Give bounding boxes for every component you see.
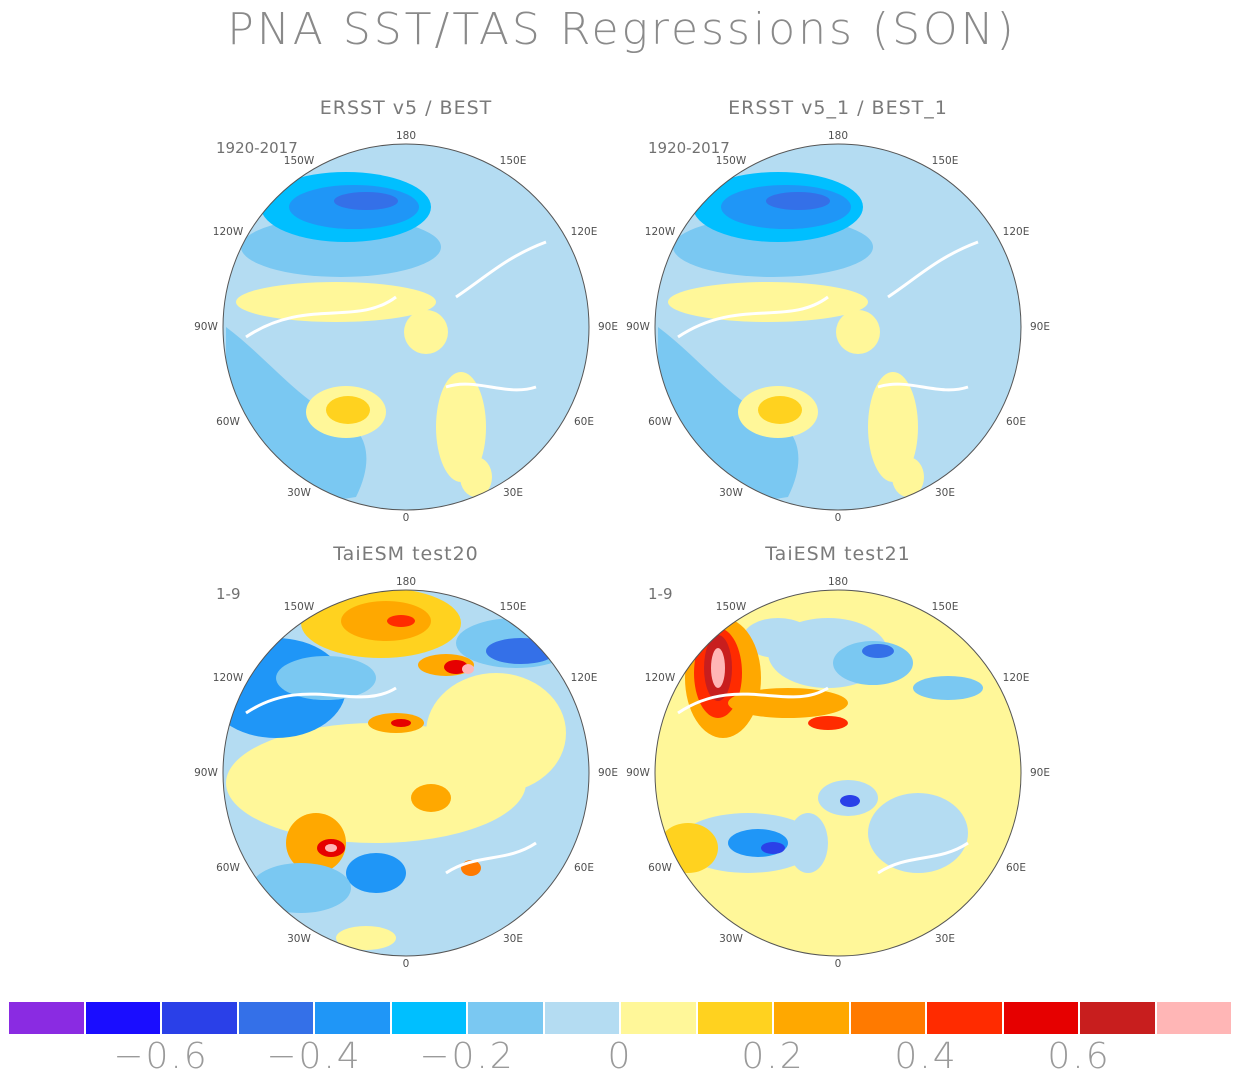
polar-map [222, 589, 590, 957]
lon-label: 120W [212, 672, 244, 684]
lon-label: 60W [648, 862, 672, 874]
lon-label: 90E [1030, 321, 1050, 333]
lon-label: 60W [216, 862, 240, 874]
lon-label: 90E [598, 321, 618, 333]
lon-label: 90W [194, 321, 218, 333]
lon-label: 150E [499, 155, 527, 167]
lon-label: 30W [287, 487, 311, 499]
colorbar-tick-label: 0.6 [1047, 1036, 1111, 1077]
period-label: 1920-2017 [648, 139, 730, 157]
colorbar-tick-label: −0.2 [419, 1036, 515, 1077]
lon-label: 0 [402, 512, 410, 524]
lon-label: 30E [935, 933, 955, 945]
lon-label: 120W [644, 672, 676, 684]
lon-label: 90W [626, 767, 650, 779]
lon-label: 150E [499, 601, 527, 613]
main-title: PNA SST/TAS Regressions (SON) [227, 4, 1017, 55]
colorbar-tick-label: −0.4 [266, 1036, 362, 1077]
lon-label: 60E [574, 416, 594, 428]
lon-label: 60E [1006, 862, 1026, 874]
lon-label: 90E [598, 767, 618, 779]
lon-label: 60W [648, 416, 672, 428]
colorbar-swatch [1155, 1001, 1232, 1035]
lon-label: 60W [216, 416, 240, 428]
lon-label: 0 [834, 512, 842, 524]
lon-label: 30E [935, 487, 955, 499]
colorbar-swatch [237, 1001, 314, 1035]
period-label: 1-9 [648, 585, 673, 603]
lon-label: 30W [719, 487, 743, 499]
colorbar-swatch [620, 1001, 697, 1035]
lon-label: 0 [834, 958, 842, 970]
colorbar-swatch [467, 1001, 544, 1035]
lon-label: 180 [827, 576, 849, 588]
colorbar-swatch [161, 1001, 238, 1035]
panel-title: TaiESM test21 [765, 543, 911, 565]
lon-label: 150E [931, 601, 959, 613]
colorbar-swatch [8, 1001, 85, 1035]
colorbar-swatch [543, 1001, 620, 1035]
colorbar-swatch [696, 1001, 773, 1035]
map-panel-taiesm-test20: TaiESM test20 1-9 [194, 543, 618, 973]
colorbar-swatch [1079, 1001, 1156, 1035]
colorbar-swatch [1002, 1001, 1079, 1035]
lon-label: 150W [283, 155, 315, 167]
colorbar-tick-label: 0.2 [741, 1036, 805, 1077]
lon-label: 120W [644, 226, 676, 238]
lon-label: 150E [931, 155, 959, 167]
lon-label: 120E [570, 672, 598, 684]
map-panel-ersst-best: ERSST v5 / BEST 1920-2017 180 150E 120E … [194, 97, 618, 527]
lon-label: 90W [626, 321, 650, 333]
lon-label: 120E [570, 226, 598, 238]
colorbar-swatch [314, 1001, 391, 1035]
lon-label: 30E [503, 933, 523, 945]
lon-label: 180 [827, 130, 849, 142]
lon-label: 30E [503, 487, 523, 499]
colorbar-swatch [926, 1001, 1003, 1035]
period-label: 1920-2017 [216, 139, 298, 157]
lon-label: 120E [1002, 672, 1030, 684]
lon-label: 30W [719, 933, 743, 945]
panel-title: ERSST v5 / BEST [319, 97, 493, 119]
lon-label: 180 [395, 130, 417, 142]
polar-map [654, 589, 1022, 957]
colorbar-tick-label: −0.6 [113, 1036, 209, 1077]
map-panel-ersst-best-1: ERSST v5_1 / BEST_1 1920-2017 180 150E 1… [626, 97, 1050, 527]
polar-map [654, 143, 1022, 511]
period-label: 1-9 [216, 585, 241, 603]
lon-label: 60E [1006, 416, 1026, 428]
colorbar-swatch [773, 1001, 850, 1035]
lon-label: 60E [574, 862, 594, 874]
lon-label: 150W [715, 601, 747, 613]
colorbar [8, 1001, 1232, 1035]
colorbar-swatch [849, 1001, 926, 1035]
map-panel-taiesm-test21: TaiESM test21 1-9 [626, 543, 1050, 973]
panel-title: ERSST v5_1 / BEST_1 [728, 97, 948, 119]
lon-label: 0 [402, 958, 410, 970]
lon-label: 120E [1002, 226, 1030, 238]
lon-label: 150W [715, 155, 747, 167]
polar-map [222, 143, 590, 511]
colorbar-swatch [84, 1001, 161, 1035]
colorbar-swatch [390, 1001, 467, 1035]
lon-label: 180 [395, 576, 417, 588]
lon-label: 120W [212, 226, 244, 238]
panel-title: TaiESM test20 [333, 543, 479, 565]
colorbar-tick-label: 0.4 [894, 1036, 958, 1077]
colorbar-tick-label: 0 [607, 1036, 633, 1077]
lon-label: 30W [287, 933, 311, 945]
lon-label: 90W [194, 767, 218, 779]
lon-label: 90E [1030, 767, 1050, 779]
lon-label: 150W [283, 601, 315, 613]
